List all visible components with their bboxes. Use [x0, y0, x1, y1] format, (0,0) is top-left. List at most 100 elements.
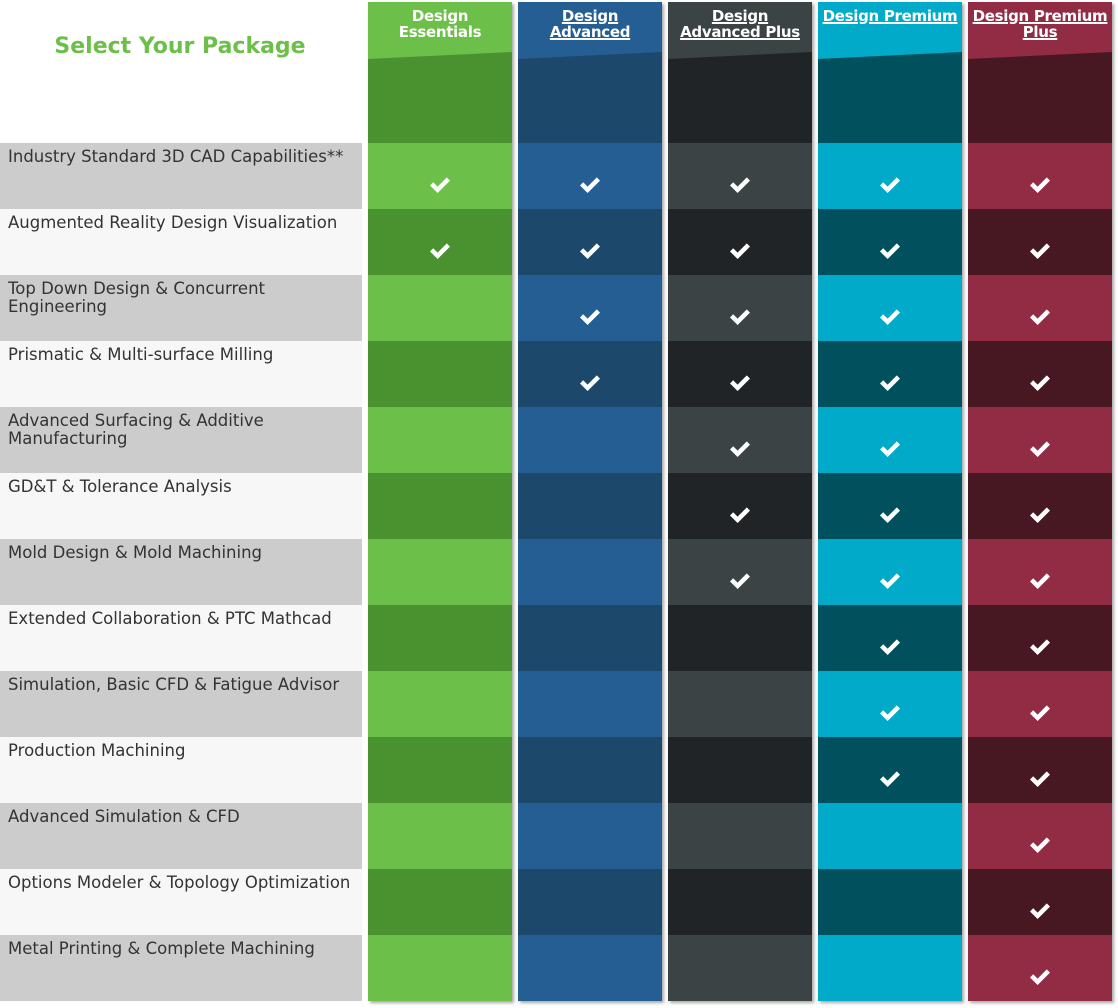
- checkmark-icon: [730, 375, 750, 391]
- checkmark-icon: [580, 177, 600, 193]
- package-cell: [818, 275, 962, 341]
- package-cell: [368, 341, 512, 407]
- package-cell: [668, 671, 812, 737]
- checkmark-icon: [730, 507, 750, 523]
- package-cell: [968, 605, 1112, 671]
- feature-row: Extended Collaboration & PTC Mathcad: [0, 605, 362, 671]
- checkmark-icon: [1030, 243, 1050, 259]
- package-cell: [968, 275, 1112, 341]
- package-cell: [818, 407, 962, 473]
- package-name-line: Plus: [1022, 22, 1058, 41]
- package-name-line: Design: [711, 7, 769, 25]
- package-column: Design Premium: [818, 2, 962, 1001]
- feature-label: Extended Collaboration & PTC Mathcad: [8, 609, 332, 628]
- package-cell: [518, 803, 662, 869]
- checkmark-icon: [1030, 969, 1050, 985]
- checkmark-icon: [1030, 507, 1050, 523]
- package-cell: [668, 143, 812, 209]
- package-cell: [818, 671, 962, 737]
- package-name-link[interactable]: Design Advanced Plus: [668, 7, 812, 41]
- checkmark-icon: [880, 771, 900, 787]
- package-header: Design Premium Plus: [968, 2, 1112, 143]
- checkmark-icon: [1030, 573, 1050, 589]
- feature-row: Augmented Reality Design Visualization: [0, 209, 362, 275]
- package-name-line: Design: [411, 7, 469, 25]
- package-cell: [818, 209, 962, 275]
- package-cell: [368, 869, 512, 935]
- package-cell: [518, 539, 662, 605]
- package-cell: [818, 605, 962, 671]
- checkmark-icon: [580, 375, 600, 391]
- package-name-line: Essentials: [398, 22, 482, 41]
- package-header: Design Advanced: [518, 2, 662, 143]
- feature-row: Prismatic & Multi-surface Milling: [0, 341, 362, 407]
- package-cell: [368, 143, 512, 209]
- package-header: Design Premium: [818, 2, 962, 143]
- feature-label: Industry Standard 3D CAD Capabilities**: [8, 147, 344, 166]
- package-cell: [818, 869, 962, 935]
- package-cell: [968, 935, 1112, 1001]
- package-cell: [818, 341, 962, 407]
- package-cell: [368, 209, 512, 275]
- package-cell: [518, 671, 662, 737]
- package-cell: [368, 935, 512, 1001]
- package-cell: [968, 473, 1112, 539]
- package-cell: [518, 473, 662, 539]
- checkmark-icon: [730, 309, 750, 325]
- feature-row: GD&T & Tolerance Analysis: [0, 473, 362, 539]
- package-cell: [668, 935, 812, 1001]
- package-cell: [668, 803, 812, 869]
- package-cell: [668, 737, 812, 803]
- checkmark-icon: [880, 243, 900, 259]
- package-cell: [668, 275, 812, 341]
- feature-label: Advanced Simulation & CFD: [8, 807, 240, 826]
- feature-row: Industry Standard 3D CAD Capabilities**: [0, 143, 362, 209]
- checkmark-icon: [1030, 837, 1050, 853]
- package-cell: [668, 539, 812, 605]
- package-cell: [518, 869, 662, 935]
- package-cell: [368, 671, 512, 737]
- feature-label: Mold Design & Mold Machining: [8, 543, 263, 562]
- package-name-line: Design Premium: [972, 7, 1108, 25]
- feature-row: Advanced Surfacing & Additive Manufactur…: [0, 407, 362, 473]
- feature-label: Prismatic & Multi-surface Milling: [8, 345, 274, 364]
- package-name-line: Advanced Plus: [680, 22, 800, 41]
- header-wedge: [818, 2, 962, 59]
- package-cell: [368, 539, 512, 605]
- checkmark-icon: [1030, 903, 1050, 919]
- feature-label: GD&T & Tolerance Analysis: [8, 477, 232, 496]
- feature-label: Metal Printing & Complete Machining: [8, 939, 315, 958]
- checkmark-icon: [730, 441, 750, 457]
- package-cell: [968, 539, 1112, 605]
- package-cell: [518, 209, 662, 275]
- package-name-link[interactable]: Design Premium: [818, 8, 962, 25]
- checkmark-icon: [430, 177, 450, 193]
- package-cell: [968, 143, 1112, 209]
- checkmark-icon: [730, 243, 750, 259]
- package-cell: [968, 671, 1112, 737]
- package-cell: [518, 143, 662, 209]
- package-name-link[interactable]: Design Advanced: [518, 8, 662, 40]
- package-column: Design Premium Plus: [968, 2, 1112, 1001]
- package-cell: [818, 143, 962, 209]
- feature-row: Mold Design & Mold Machining: [0, 539, 362, 605]
- checkmark-icon: [1030, 705, 1050, 721]
- feature-row: Options Modeler & Topology Optimization: [0, 869, 362, 935]
- package-header: Design Advanced Plus: [668, 2, 812, 143]
- package-cell: [968, 803, 1112, 869]
- feature-row: Metal Printing & Complete Machining: [0, 935, 362, 1001]
- checkmark-icon: [430, 243, 450, 259]
- feature-label: Augmented Reality Design Visualization: [8, 213, 338, 232]
- checkmark-icon: [1030, 375, 1050, 391]
- checkmark-icon: [880, 639, 900, 655]
- checkmark-icon: [1030, 441, 1050, 457]
- package-name-link[interactable]: Design Premium Plus: [968, 7, 1112, 41]
- package-cell: [668, 341, 812, 407]
- checkmark-icon: [1030, 771, 1050, 787]
- checkmark-icon: [880, 375, 900, 391]
- package-cell: [368, 473, 512, 539]
- package-column: Design Advanced Plus: [668, 2, 812, 1001]
- checkmark-icon: [1030, 639, 1050, 655]
- checkmark-icon: [580, 243, 600, 259]
- feature-label: Production Machining: [8, 741, 186, 760]
